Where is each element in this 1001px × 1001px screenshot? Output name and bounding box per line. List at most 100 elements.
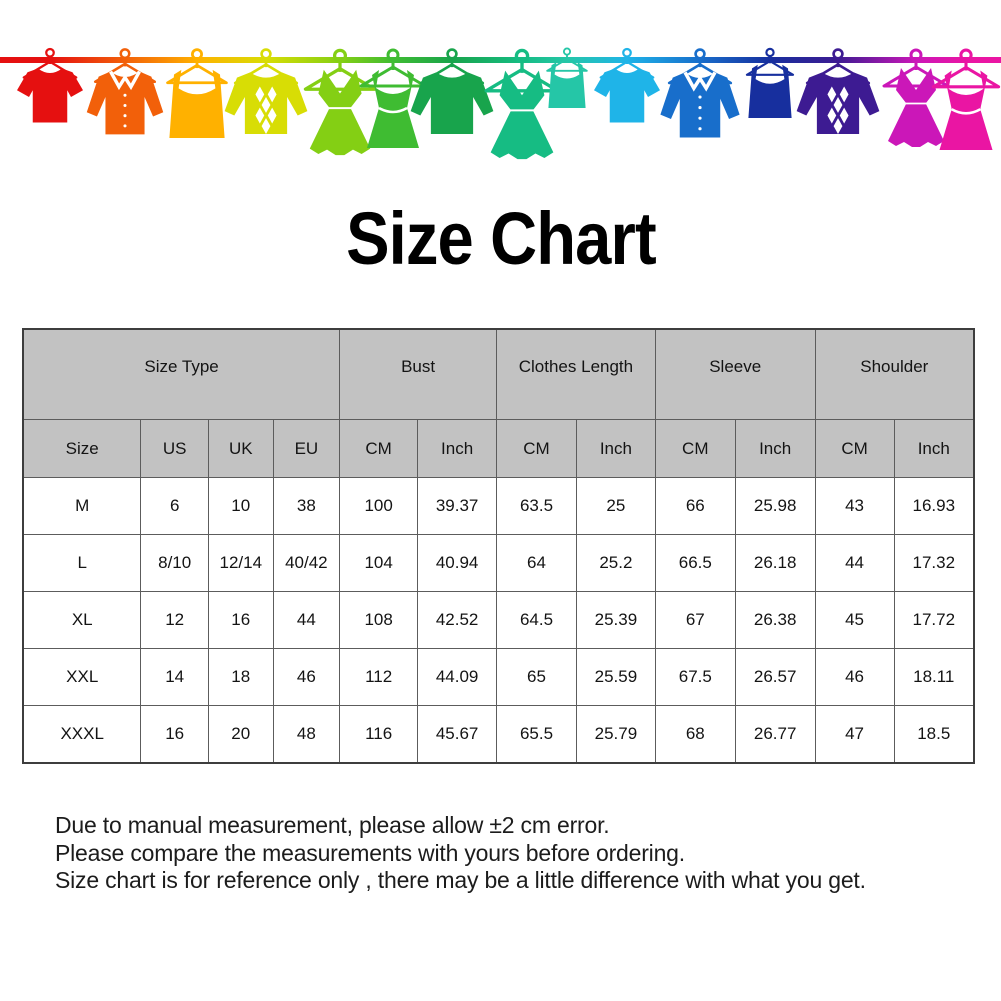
column-group-header: Bust [339, 328, 498, 420]
table-cell: 20 [207, 705, 274, 764]
table-cell: 38 [272, 477, 341, 535]
column-group-header: Sleeve [654, 328, 816, 420]
column-group-header: Clothes Length [496, 328, 656, 420]
table-cell: 45.67 [417, 705, 498, 764]
table-cell: 17.72 [893, 591, 975, 649]
table-cell: 42.52 [417, 591, 498, 649]
table-cell: 18.5 [893, 705, 975, 764]
table-cell: XL [22, 591, 142, 649]
table-cell: 25.39 [575, 591, 656, 649]
dress-icon [303, 48, 377, 157]
table-cell: 12/14 [207, 534, 274, 592]
column-header: UK [207, 419, 274, 478]
table-cell: 66.5 [654, 534, 736, 592]
table-cell: 25 [575, 477, 656, 535]
table-cell: 18 [207, 648, 274, 706]
table-cell: 43 [814, 477, 895, 535]
table-cell: XXL [22, 648, 142, 706]
clothes-line-banner [0, 47, 1001, 161]
column-group-header: Shoulder [814, 328, 975, 420]
note-line: Size chart is for reference only , there… [55, 867, 866, 893]
table-cell: 6 [140, 477, 209, 535]
table-cell: 64.5 [496, 591, 577, 649]
table-cell: 48 [272, 705, 341, 764]
table-cell: 12 [140, 591, 209, 649]
table-cell: 65 [496, 648, 577, 706]
table-cell: 39.37 [417, 477, 498, 535]
table-cell: 16 [140, 705, 209, 764]
column-header: Inch [417, 419, 498, 478]
table-cell: 63.5 [496, 477, 577, 535]
table-cell: 44.09 [417, 648, 498, 706]
dress-icon [882, 48, 950, 149]
table-cell: 47 [814, 705, 895, 764]
size-table-body: M 6 10 38 100 39.37 63.5 25 66 25.98 43 16.93 L 8/10 1… [22, 477, 975, 764]
table-cell: 108 [339, 591, 419, 649]
column-header: CM [814, 419, 895, 478]
column-header: CM [654, 419, 736, 478]
size-table: Size Type Bust Clothes Length Sleeve Shoulde… [22, 328, 975, 764]
table-cell: 67.5 [654, 648, 736, 706]
table-cell: 44 [814, 534, 895, 592]
table-column-header-row: Size US UK EU CM Inch CM Inch CM Inch CM Inch [22, 419, 975, 478]
column-header: Size [22, 419, 142, 478]
table-cell: 68 [654, 705, 736, 764]
table-cell: 46 [272, 648, 341, 706]
table-cell: 25.98 [734, 477, 816, 535]
table-group-header-row: Size Type Bust Clothes Length Sleeve Shoulde… [22, 328, 975, 420]
table-row: XXXL 16 20 48 116 45.67 65.5 25.79 68 26.77 47 18.5 [22, 705, 975, 764]
table-cell: 67 [654, 591, 736, 649]
table-cell: 46 [814, 648, 895, 706]
size-table-head: Size Type Bust Clothes Length Sleeve Shoulde… [22, 328, 975, 478]
table-row: XXL 14 18 46 112 44.09 65 25.59 67.5 26.57 46 18.11 [22, 648, 975, 706]
table-cell: 40/42 [272, 534, 341, 592]
table-cell: 44 [272, 591, 341, 649]
table-cell: 26.77 [734, 705, 816, 764]
table-cell: XXXL [22, 705, 142, 764]
table-cell: 25.2 [575, 534, 656, 592]
column-header: US [140, 419, 209, 478]
table-cell: 26.38 [734, 591, 816, 649]
table-cell: 16 [207, 591, 274, 649]
note-line: Please compare the measurements with you… [55, 839, 685, 866]
table-cell: 100 [339, 477, 419, 535]
table-cell: 8/10 [140, 534, 209, 592]
measurement-notes: Due to manual measurement, please allow … [55, 812, 866, 895]
table-cell: 25.59 [575, 648, 656, 706]
table-cell: 16.93 [893, 477, 975, 535]
table-cell: 104 [339, 534, 419, 592]
table-cell: 45 [814, 591, 895, 649]
column-header: EU [272, 419, 341, 478]
table-cell: 18.11 [893, 648, 975, 706]
table-cell: 66 [654, 477, 736, 535]
column-header: CM [339, 419, 419, 478]
page-title-wrap: Size Chart [0, 196, 1001, 281]
table-cell: 26.57 [734, 648, 816, 706]
column-header: Inch [893, 419, 975, 478]
note-line: Due to manual measurement, please allow … [55, 812, 610, 838]
tank-dress-icon [931, 48, 1001, 152]
table-cell: 65.5 [496, 705, 577, 764]
table-cell: 25.79 [575, 705, 656, 764]
page-title: Size Chart [345, 197, 657, 280]
table-cell: 26.18 [734, 534, 816, 592]
table-cell: 64 [496, 534, 577, 592]
column-header: Inch [575, 419, 656, 478]
table-cell: L [22, 534, 142, 592]
table-cell: 40.94 [417, 534, 498, 592]
table-row: M 6 10 38 100 39.37 63.5 25 66 25.98 43 16.93 [22, 477, 975, 535]
clothes-line-rope [0, 57, 1001, 63]
table-row: L 8/10 12/14 40/42 104 40.94 64 25.2 66.5 26.18 44… [22, 534, 975, 592]
dress-icon [484, 48, 560, 161]
table-cell: 10 [207, 477, 274, 535]
table-cell: M [22, 477, 142, 535]
column-group-header: Size Type [22, 328, 341, 420]
table-row: XL 12 16 44 108 42.52 64.5 25.39 67 26.38 45 17.72 [22, 591, 975, 649]
column-header: CM [496, 419, 577, 478]
table-cell: 116 [339, 705, 419, 764]
table-cell: 14 [140, 648, 209, 706]
table-cell: 112 [339, 648, 419, 706]
column-header: Inch [734, 419, 816, 478]
table-cell: 17.32 [893, 534, 975, 592]
